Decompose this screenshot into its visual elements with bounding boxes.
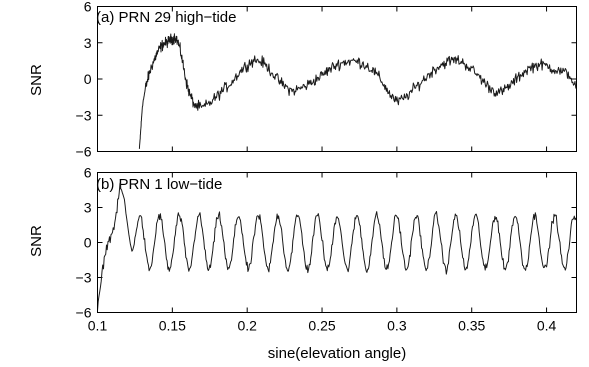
panel-a-title: (a) PRN 29 high−tide [96, 9, 237, 26]
panel-a-series-line [138, 33, 577, 149]
panel-b-series-line [97, 182, 577, 311]
panel-a-ytick-label: 6 [84, 0, 92, 15]
panel-a-ylabel: SNR [28, 64, 45, 96]
panel-b-xtick-label: 0.1 [88, 318, 108, 334]
panel-b-ytick-label: −6 [76, 305, 92, 321]
panel-a-frame [97, 6, 577, 152]
panel-b-ytick-label: 0 [84, 235, 92, 251]
panel-b-ylabel: SNR [28, 225, 45, 257]
panel-b: (b) PRN 1 low−tide SNR 6 3 0 −3 −60.1 0.15 0.2… [28, 165, 577, 362]
panel-b-xtick-label: 0.35 [458, 318, 485, 334]
panel-b-ytick-label: 3 [84, 200, 92, 216]
panel-b-frame [97, 172, 577, 313]
panel-a: (a) PRN 29 high−tide SNR 6 3 0 −3 −6 [28, 0, 577, 160]
panel-b-xtick-label: 0.3 [387, 318, 407, 334]
panel-b-xtick-label: 0.25 [308, 318, 335, 334]
panel-b-ytick-label: 6 [84, 165, 92, 181]
panel-b-ticks: 6 3 0 −3 −60.1 0.15 0.2 0.25 0.3 0.35 0.4 [76, 165, 577, 334]
panel-b-xtick-label: 0.15 [159, 318, 186, 334]
panel-a-ytick-label: 0 [84, 71, 92, 87]
panel-b-title: (b) PRN 1 low−tide [96, 176, 222, 193]
panel-a-ytick-label: −6 [76, 144, 92, 160]
panel-b-ytick-label: −3 [76, 270, 92, 286]
panel-a-ytick-label: −3 [76, 107, 92, 123]
panel-a-ytick-label: 3 [84, 35, 92, 51]
x-axis-label: sine(elevation angle) [268, 345, 406, 362]
panel-b-xtick-label: 0.2 [237, 318, 257, 334]
panel-b-xtick-label: 0.4 [537, 318, 557, 334]
